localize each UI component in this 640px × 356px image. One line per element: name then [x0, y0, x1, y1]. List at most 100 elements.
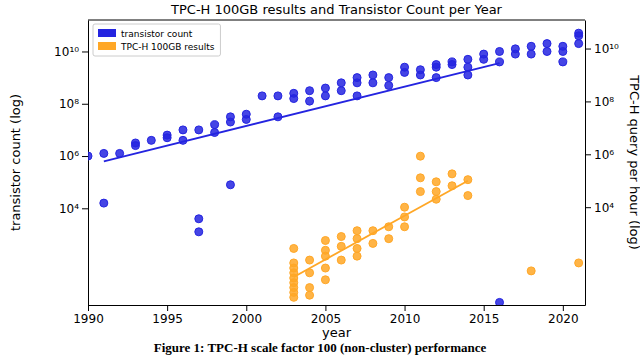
point: [337, 87, 345, 95]
tick-mark: [325, 305, 326, 311]
tick-mark: [585, 101, 591, 102]
tick: 10¹⁰: [54, 45, 88, 59]
point: [306, 256, 314, 264]
point: [290, 244, 298, 252]
tick-mark: [585, 154, 591, 155]
point: [527, 42, 535, 50]
tick: 2000: [232, 305, 263, 326]
tick: 10⁸: [585, 95, 614, 109]
point: [131, 142, 139, 150]
tick-label: 10⁶: [59, 149, 79, 163]
point: [211, 121, 219, 129]
point: [337, 233, 345, 241]
point: [369, 71, 377, 79]
point: [496, 298, 504, 305]
tick-label: 2000: [232, 312, 263, 326]
tick-label: 10⁴: [59, 202, 79, 216]
tick-label: 10⁶: [594, 148, 614, 162]
point: [369, 79, 377, 87]
tick-mark: [82, 208, 88, 209]
point: [290, 293, 298, 301]
point: [480, 50, 488, 58]
point: [306, 291, 314, 299]
point: [353, 244, 361, 252]
point: [306, 87, 314, 95]
point: [195, 126, 203, 134]
point: [559, 58, 567, 66]
tick-label: 2010: [390, 312, 421, 326]
point: [432, 178, 440, 186]
point: [163, 134, 171, 142]
point: [385, 235, 393, 243]
axis-line: [88, 21, 89, 306]
tick-mark: [585, 49, 591, 50]
tick-label: 2005: [311, 312, 342, 326]
point: [575, 40, 583, 48]
tick: 1990: [73, 305, 104, 326]
tick-label: 2020: [548, 312, 579, 326]
point: [306, 284, 314, 292]
tick: 10¹⁰: [585, 42, 619, 56]
tick-mark: [484, 305, 485, 311]
point: [575, 259, 583, 267]
tick-mark: [563, 305, 564, 311]
plot-area: [88, 29, 583, 305]
trend-line: [104, 63, 500, 161]
point: [290, 95, 298, 103]
point: [274, 92, 282, 100]
point: [353, 252, 361, 260]
tick: 10⁴: [59, 202, 88, 216]
trend-line: [294, 181, 468, 277]
point: [385, 74, 393, 82]
point: [321, 92, 329, 100]
point: [179, 126, 187, 134]
tick-mark: [167, 305, 168, 311]
point: [416, 152, 424, 160]
legend-swatch: [98, 29, 116, 37]
point: [511, 45, 519, 53]
y2-axis-label: TPC-H query per hour (log): [627, 74, 640, 250]
tick-mark: [585, 207, 591, 208]
frame-top: [88, 20, 585, 21]
y-axis: 10⁴ 10⁶ 10⁸ 10¹⁰: [54, 21, 88, 306]
point: [100, 149, 108, 157]
point: [226, 113, 234, 121]
tick: 10⁶: [585, 148, 614, 162]
point: [258, 92, 266, 100]
point: [369, 239, 377, 247]
tick-label: 1990: [73, 312, 104, 326]
tick: 10⁶: [59, 149, 88, 163]
point: [100, 199, 108, 207]
tick: 2015: [469, 305, 500, 326]
title: TPC-H 100GB results and Transistor Count…: [170, 2, 503, 17]
x-axis: 1990 1995 2000 2005 2010 2015 2020: [73, 305, 585, 326]
legend-box: [93, 24, 220, 56]
chart: 1990 1995 2000 2005 2010 2015 2020 10⁴ 10⁶ 10⁸ 10¹…: [0, 0, 640, 356]
point: [321, 84, 329, 92]
point: [416, 188, 424, 196]
point: [432, 188, 440, 196]
tick-label: 10¹⁰: [54, 45, 79, 59]
tick-label: 10⁸: [59, 97, 79, 111]
point: [464, 55, 472, 63]
legend-swatch: [98, 42, 116, 50]
tick: 2005: [311, 305, 342, 326]
tick-mark: [82, 51, 88, 52]
point: [401, 223, 409, 231]
point: [353, 74, 361, 82]
legend: transistor countTPC-H 100GB results: [93, 24, 220, 56]
point: [401, 63, 409, 71]
tick-mark: [246, 305, 247, 311]
tick-label: 2015: [469, 312, 500, 326]
point: [147, 136, 155, 144]
point: [321, 264, 329, 272]
point: [527, 267, 535, 275]
tick-label: 10⁸: [594, 95, 614, 109]
caption: Figure 1: TPC-H scale factor 100 (non-cl…: [154, 340, 487, 355]
point: [416, 174, 424, 182]
point: [559, 42, 567, 50]
y2-axis: 10⁴10⁶10⁸10¹⁰: [585, 21, 619, 306]
tick: 1995: [152, 305, 183, 326]
point: [195, 228, 203, 236]
tick: 2010: [390, 305, 421, 326]
